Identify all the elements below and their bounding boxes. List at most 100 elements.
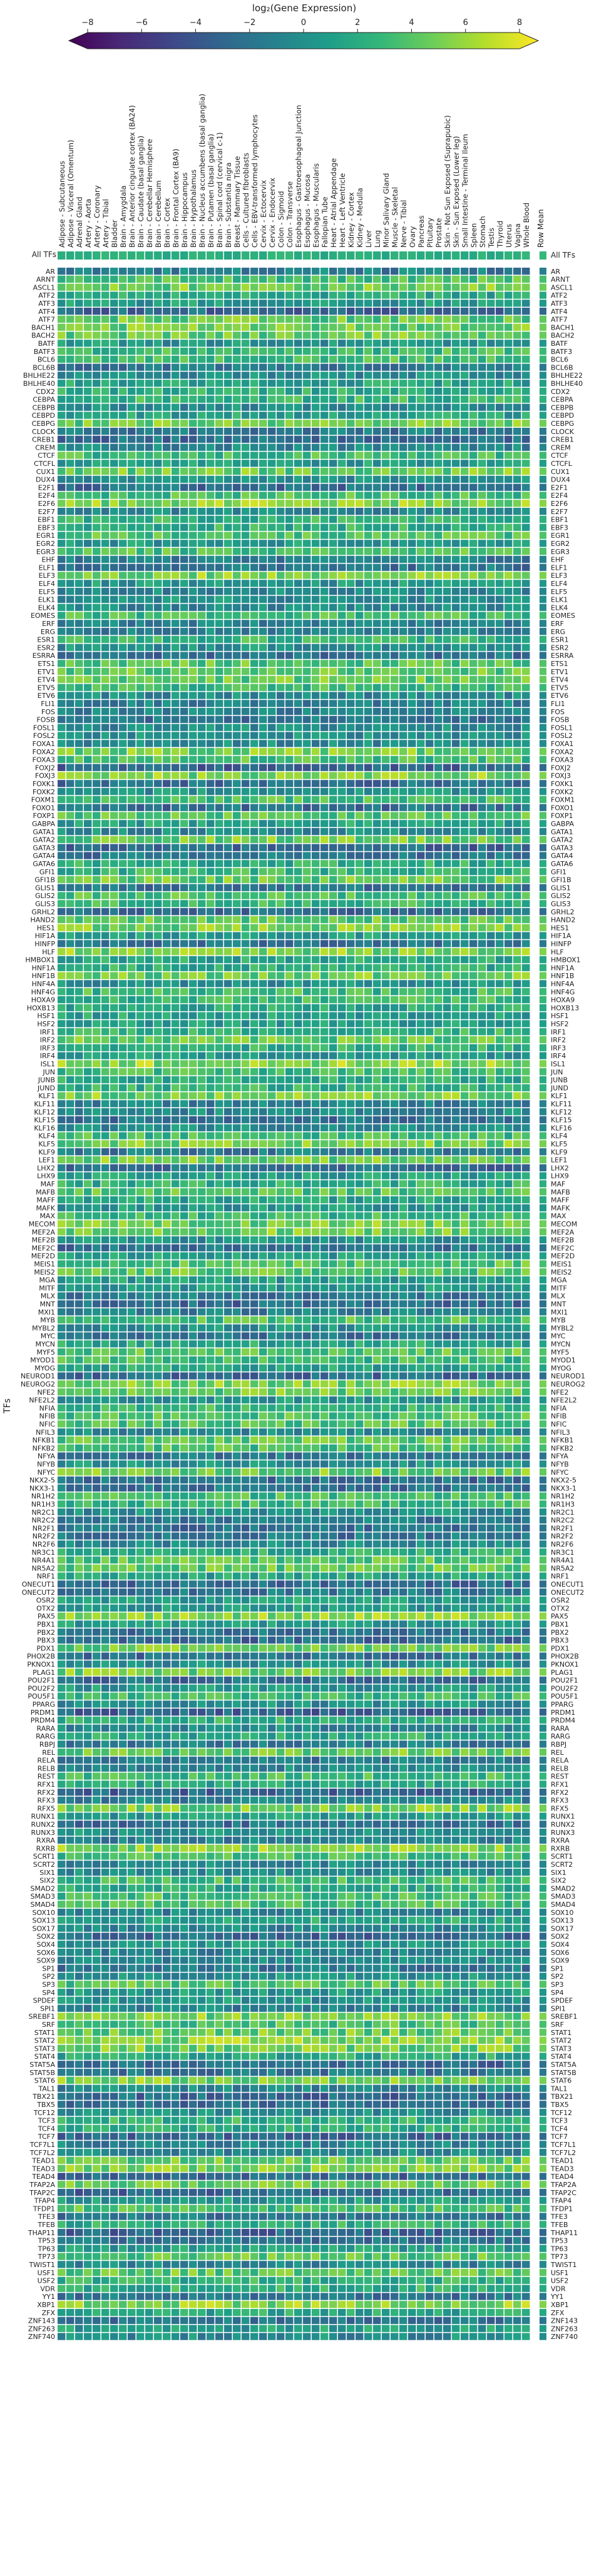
heatmap-cell [180, 868, 188, 876]
heatmap-cell [285, 844, 294, 851]
heatmap-cell [215, 764, 223, 771]
heatmap-cell [119, 500, 127, 507]
heatmap-cell [198, 371, 206, 379]
heatmap-cell [417, 916, 425, 924]
heatmap-cell [242, 660, 250, 667]
heatmap-cell [356, 964, 364, 971]
heatmap-cell [469, 820, 478, 827]
colorbar-ticks: −8 −6 −4 −2 0 2 4 6 8 [81, 18, 522, 33]
heatmap-cell [66, 804, 74, 811]
heatmap-cell [207, 300, 215, 307]
heatmap-cell [66, 468, 74, 475]
heatmap-cell [215, 940, 223, 947]
heatmap-cell [320, 860, 329, 867]
heatmap-cell [356, 660, 364, 667]
heatmap-cell [215, 291, 223, 299]
heatmap-cell [426, 876, 434, 884]
heatmap-cell [364, 475, 372, 483]
heatmap-cell [461, 740, 469, 747]
heatmap-cell [128, 932, 136, 939]
heatmap-cell [417, 764, 425, 771]
heatmap-cell [128, 635, 136, 644]
heatmap-cell [469, 884, 478, 891]
heatmap-cell [399, 684, 407, 691]
heatmap-cell [198, 380, 206, 387]
heatmap-cell [417, 932, 425, 939]
heatmap-cell [259, 548, 267, 555]
heatmap-cell [443, 668, 451, 675]
heatmap-cell [417, 755, 425, 764]
heatmap-cell [119, 980, 127, 987]
heatmap-cell [259, 876, 267, 884]
heatmap-cell [136, 924, 145, 931]
heatmap-cell [426, 475, 434, 483]
heatmap-cell [487, 812, 495, 819]
heatmap-cell [408, 500, 416, 507]
heatmap-cell [408, 515, 416, 523]
heatmap-cell [496, 796, 504, 804]
heatmap-cell [277, 460, 285, 467]
column-label: Artery - Tibial [101, 199, 110, 248]
heatmap-cell [452, 532, 460, 539]
heatmap-cell [496, 443, 504, 451]
heatmap-cell [434, 916, 443, 924]
heatmap-cell [128, 595, 136, 604]
heatmap-cell [84, 323, 92, 331]
heatmap-cell [356, 684, 364, 691]
heatmap-cell [171, 764, 180, 771]
heatmap-cell [259, 652, 267, 659]
heatmap-cell [364, 956, 372, 964]
heatmap-cell [207, 788, 215, 796]
heatmap-cell [496, 628, 504, 635]
heatmap-cell [207, 748, 215, 755]
heatmap-cell [443, 483, 451, 491]
heatmap-cell [469, 283, 478, 291]
heatmap-cell [198, 948, 206, 956]
heatmap-cell [294, 644, 302, 651]
heatmap-cell [382, 924, 390, 931]
heatmap-cell [382, 780, 390, 787]
heatmap-cell [171, 675, 180, 684]
heatmap-cell [364, 876, 372, 884]
heatmap-cell [469, 315, 478, 323]
heatmap-cell [277, 620, 285, 627]
heatmap-cell [373, 515, 381, 523]
heatmap-cell [408, 772, 416, 779]
heatmap-cell [75, 508, 83, 515]
heatmap-cell [224, 308, 232, 315]
heatmap-cell [259, 668, 267, 675]
heatmap-cell [443, 924, 451, 931]
heatmap-cell [382, 555, 390, 563]
heatmap-cell [478, 572, 486, 579]
heatmap-cell [101, 523, 110, 531]
heatmap-cell [259, 340, 267, 347]
heatmap-cell [496, 924, 504, 931]
heatmap-cell [110, 308, 118, 315]
heatmap-cell [119, 740, 127, 747]
heatmap-cell [452, 635, 460, 644]
heatmap-cell [461, 644, 469, 651]
summary-cell [93, 251, 101, 260]
heatmap-cell [277, 371, 285, 379]
heatmap-cell [242, 916, 250, 924]
heatmap-cell [250, 788, 258, 796]
heatmap-cell [119, 644, 127, 651]
heatmap-cell [487, 828, 495, 836]
heatmap-cell [101, 804, 110, 811]
heatmap-cell [145, 668, 153, 675]
heatmap-cell [303, 500, 311, 507]
heatmap-cell [268, 300, 276, 307]
heatmap-cell [452, 380, 460, 387]
heatmap-cell [434, 420, 443, 427]
heatmap-cell [268, 780, 276, 787]
heatmap-cell [285, 460, 294, 467]
heatmap-cell [285, 268, 294, 275]
heatmap-cell [58, 644, 66, 651]
heatmap-cell [101, 964, 110, 971]
heatmap-cell [171, 588, 180, 595]
heatmap-cell [93, 460, 101, 467]
heatmap-cell [66, 940, 74, 947]
heatmap-cell [224, 964, 232, 971]
heatmap-cell [180, 660, 188, 667]
heatmap-cell [478, 412, 486, 419]
